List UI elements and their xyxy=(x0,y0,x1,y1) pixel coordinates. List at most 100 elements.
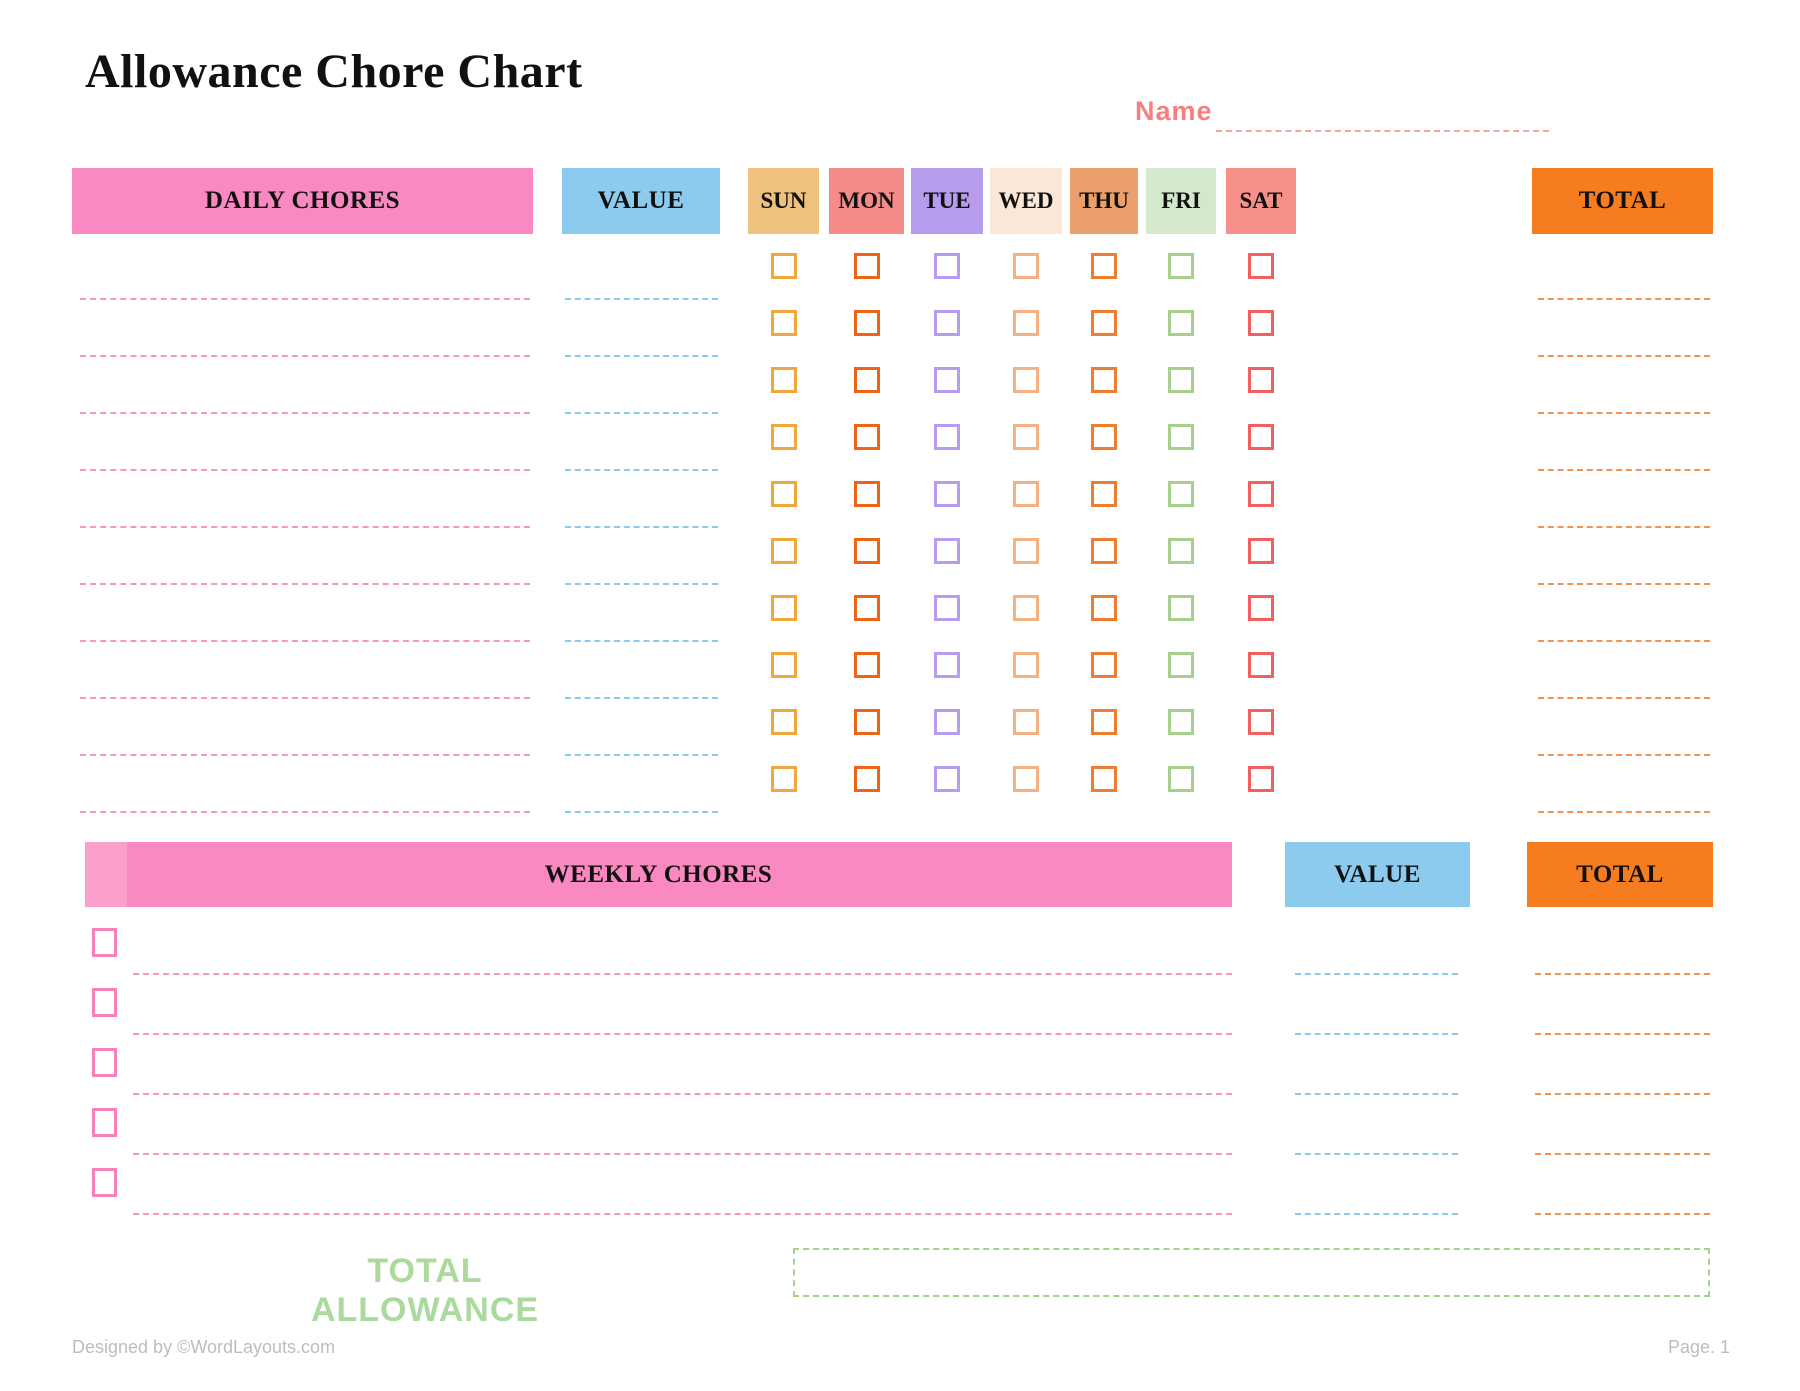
daily-checkbox-fri-row7[interactable] xyxy=(1168,595,1194,621)
weekly-total-line-row1[interactable] xyxy=(1535,971,1710,975)
weekly-value-line-row5[interactable] xyxy=(1295,1211,1458,1215)
daily-checkbox-tue-row2[interactable] xyxy=(934,310,960,336)
daily-checkbox-tue-row8[interactable] xyxy=(934,652,960,678)
daily-chore-line-row4[interactable] xyxy=(80,467,530,471)
daily-total-line-row8[interactable] xyxy=(1538,695,1710,699)
daily-checkbox-mon-row7[interactable] xyxy=(853,595,880,621)
daily-checkbox-sat-row9[interactable] xyxy=(1248,709,1274,735)
daily-checkbox-fri-row1[interactable] xyxy=(1168,253,1194,279)
weekly-checkbox-row5[interactable] xyxy=(92,1168,117,1197)
daily-total-line-row9[interactable] xyxy=(1538,752,1710,756)
daily-checkbox-wed-row1[interactable] xyxy=(1013,253,1039,279)
weekly-total-line-row3[interactable] xyxy=(1535,1091,1710,1095)
daily-value-line-row7[interactable] xyxy=(565,638,718,642)
daily-checkbox-tue-row6[interactable] xyxy=(934,538,960,564)
weekly-total-line-row2[interactable] xyxy=(1535,1031,1710,1035)
daily-checkbox-tue-row4[interactable] xyxy=(934,424,960,450)
daily-checkbox-fri-row10[interactable] xyxy=(1168,766,1194,792)
daily-checkbox-sat-row7[interactable] xyxy=(1248,595,1274,621)
daily-total-line-row6[interactable] xyxy=(1538,581,1710,585)
daily-checkbox-sun-row5[interactable] xyxy=(770,481,797,507)
daily-checkbox-sun-row9[interactable] xyxy=(770,709,797,735)
daily-checkbox-mon-row9[interactable] xyxy=(853,709,880,735)
daily-value-line-row1[interactable] xyxy=(565,296,718,300)
daily-value-line-row3[interactable] xyxy=(565,410,718,414)
daily-checkbox-sun-row1[interactable] xyxy=(770,253,797,279)
daily-value-line-row10[interactable] xyxy=(565,809,718,813)
daily-checkbox-sat-row10[interactable] xyxy=(1248,766,1274,792)
weekly-chore-line-row3[interactable] xyxy=(133,1091,1232,1095)
daily-checkbox-sat-row2[interactable] xyxy=(1248,310,1274,336)
daily-checkbox-tue-row10[interactable] xyxy=(934,766,960,792)
daily-checkbox-fri-row8[interactable] xyxy=(1168,652,1194,678)
daily-checkbox-thu-row6[interactable] xyxy=(1091,538,1117,564)
daily-total-line-row5[interactable] xyxy=(1538,524,1710,528)
weekly-total-line-row4[interactable] xyxy=(1535,1151,1710,1155)
daily-checkbox-thu-row8[interactable] xyxy=(1091,652,1117,678)
weekly-chore-line-row1[interactable] xyxy=(133,971,1232,975)
daily-checkbox-tue-row7[interactable] xyxy=(934,595,960,621)
total-allowance-input-box[interactable] xyxy=(793,1248,1710,1297)
daily-checkbox-wed-row8[interactable] xyxy=(1013,652,1039,678)
daily-checkbox-mon-row2[interactable] xyxy=(853,310,880,336)
daily-checkbox-fri-row6[interactable] xyxy=(1168,538,1194,564)
weekly-chore-line-row2[interactable] xyxy=(133,1031,1232,1035)
daily-checkbox-tue-row9[interactable] xyxy=(934,709,960,735)
daily-checkbox-wed-row9[interactable] xyxy=(1013,709,1039,735)
daily-checkbox-wed-row4[interactable] xyxy=(1013,424,1039,450)
weekly-value-line-row4[interactable] xyxy=(1295,1151,1458,1155)
daily-checkbox-sun-row8[interactable] xyxy=(770,652,797,678)
daily-checkbox-tue-row1[interactable] xyxy=(934,253,960,279)
daily-checkbox-sun-row3[interactable] xyxy=(770,367,797,393)
weekly-checkbox-row3[interactable] xyxy=(92,1048,117,1077)
weekly-value-line-row2[interactable] xyxy=(1295,1031,1458,1035)
daily-checkbox-mon-row6[interactable] xyxy=(853,538,880,564)
daily-checkbox-thu-row10[interactable] xyxy=(1091,766,1117,792)
daily-checkbox-thu-row7[interactable] xyxy=(1091,595,1117,621)
daily-value-line-row5[interactable] xyxy=(565,524,718,528)
weekly-value-line-row1[interactable] xyxy=(1295,971,1458,975)
weekly-checkbox-row4[interactable] xyxy=(92,1108,117,1137)
weekly-chore-line-row5[interactable] xyxy=(133,1211,1232,1215)
daily-checkbox-sat-row5[interactable] xyxy=(1248,481,1274,507)
daily-checkbox-wed-row7[interactable] xyxy=(1013,595,1039,621)
daily-checkbox-thu-row4[interactable] xyxy=(1091,424,1117,450)
daily-chore-line-row2[interactable] xyxy=(80,353,530,357)
daily-checkbox-thu-row5[interactable] xyxy=(1091,481,1117,507)
daily-checkbox-sun-row7[interactable] xyxy=(770,595,797,621)
daily-chore-line-row8[interactable] xyxy=(80,695,530,699)
daily-total-line-row4[interactable] xyxy=(1538,467,1710,471)
daily-value-line-row9[interactable] xyxy=(565,752,718,756)
daily-total-line-row10[interactable] xyxy=(1538,809,1710,813)
daily-checkbox-thu-row2[interactable] xyxy=(1091,310,1117,336)
daily-chore-line-row7[interactable] xyxy=(80,638,530,642)
daily-checkbox-mon-row10[interactable] xyxy=(853,766,880,792)
daily-checkbox-sat-row6[interactable] xyxy=(1248,538,1274,564)
daily-total-line-row2[interactable] xyxy=(1538,353,1710,357)
daily-checkbox-tue-row3[interactable] xyxy=(934,367,960,393)
daily-checkbox-fri-row5[interactable] xyxy=(1168,481,1194,507)
daily-checkbox-mon-row4[interactable] xyxy=(853,424,880,450)
daily-chore-line-row9[interactable] xyxy=(80,752,530,756)
weekly-chore-line-row4[interactable] xyxy=(133,1151,1232,1155)
daily-checkbox-thu-row3[interactable] xyxy=(1091,367,1117,393)
daily-value-line-row2[interactable] xyxy=(565,353,718,357)
daily-checkbox-sat-row3[interactable] xyxy=(1248,367,1274,393)
daily-checkbox-wed-row6[interactable] xyxy=(1013,538,1039,564)
daily-checkbox-fri-row9[interactable] xyxy=(1168,709,1194,735)
weekly-checkbox-row1[interactable] xyxy=(92,928,117,957)
daily-checkbox-fri-row2[interactable] xyxy=(1168,310,1194,336)
daily-chore-line-row3[interactable] xyxy=(80,410,530,414)
daily-checkbox-sat-row1[interactable] xyxy=(1248,253,1274,279)
daily-chore-line-row5[interactable] xyxy=(80,524,530,528)
daily-checkbox-mon-row1[interactable] xyxy=(853,253,880,279)
daily-checkbox-fri-row4[interactable] xyxy=(1168,424,1194,450)
weekly-value-line-row3[interactable] xyxy=(1295,1091,1458,1095)
daily-checkbox-wed-row3[interactable] xyxy=(1013,367,1039,393)
daily-chore-line-row1[interactable] xyxy=(80,296,530,300)
daily-value-line-row6[interactable] xyxy=(565,581,718,585)
daily-value-line-row8[interactable] xyxy=(565,695,718,699)
daily-checkbox-wed-row10[interactable] xyxy=(1013,766,1039,792)
daily-total-line-row1[interactable] xyxy=(1538,296,1710,300)
daily-checkbox-sat-row4[interactable] xyxy=(1248,424,1274,450)
